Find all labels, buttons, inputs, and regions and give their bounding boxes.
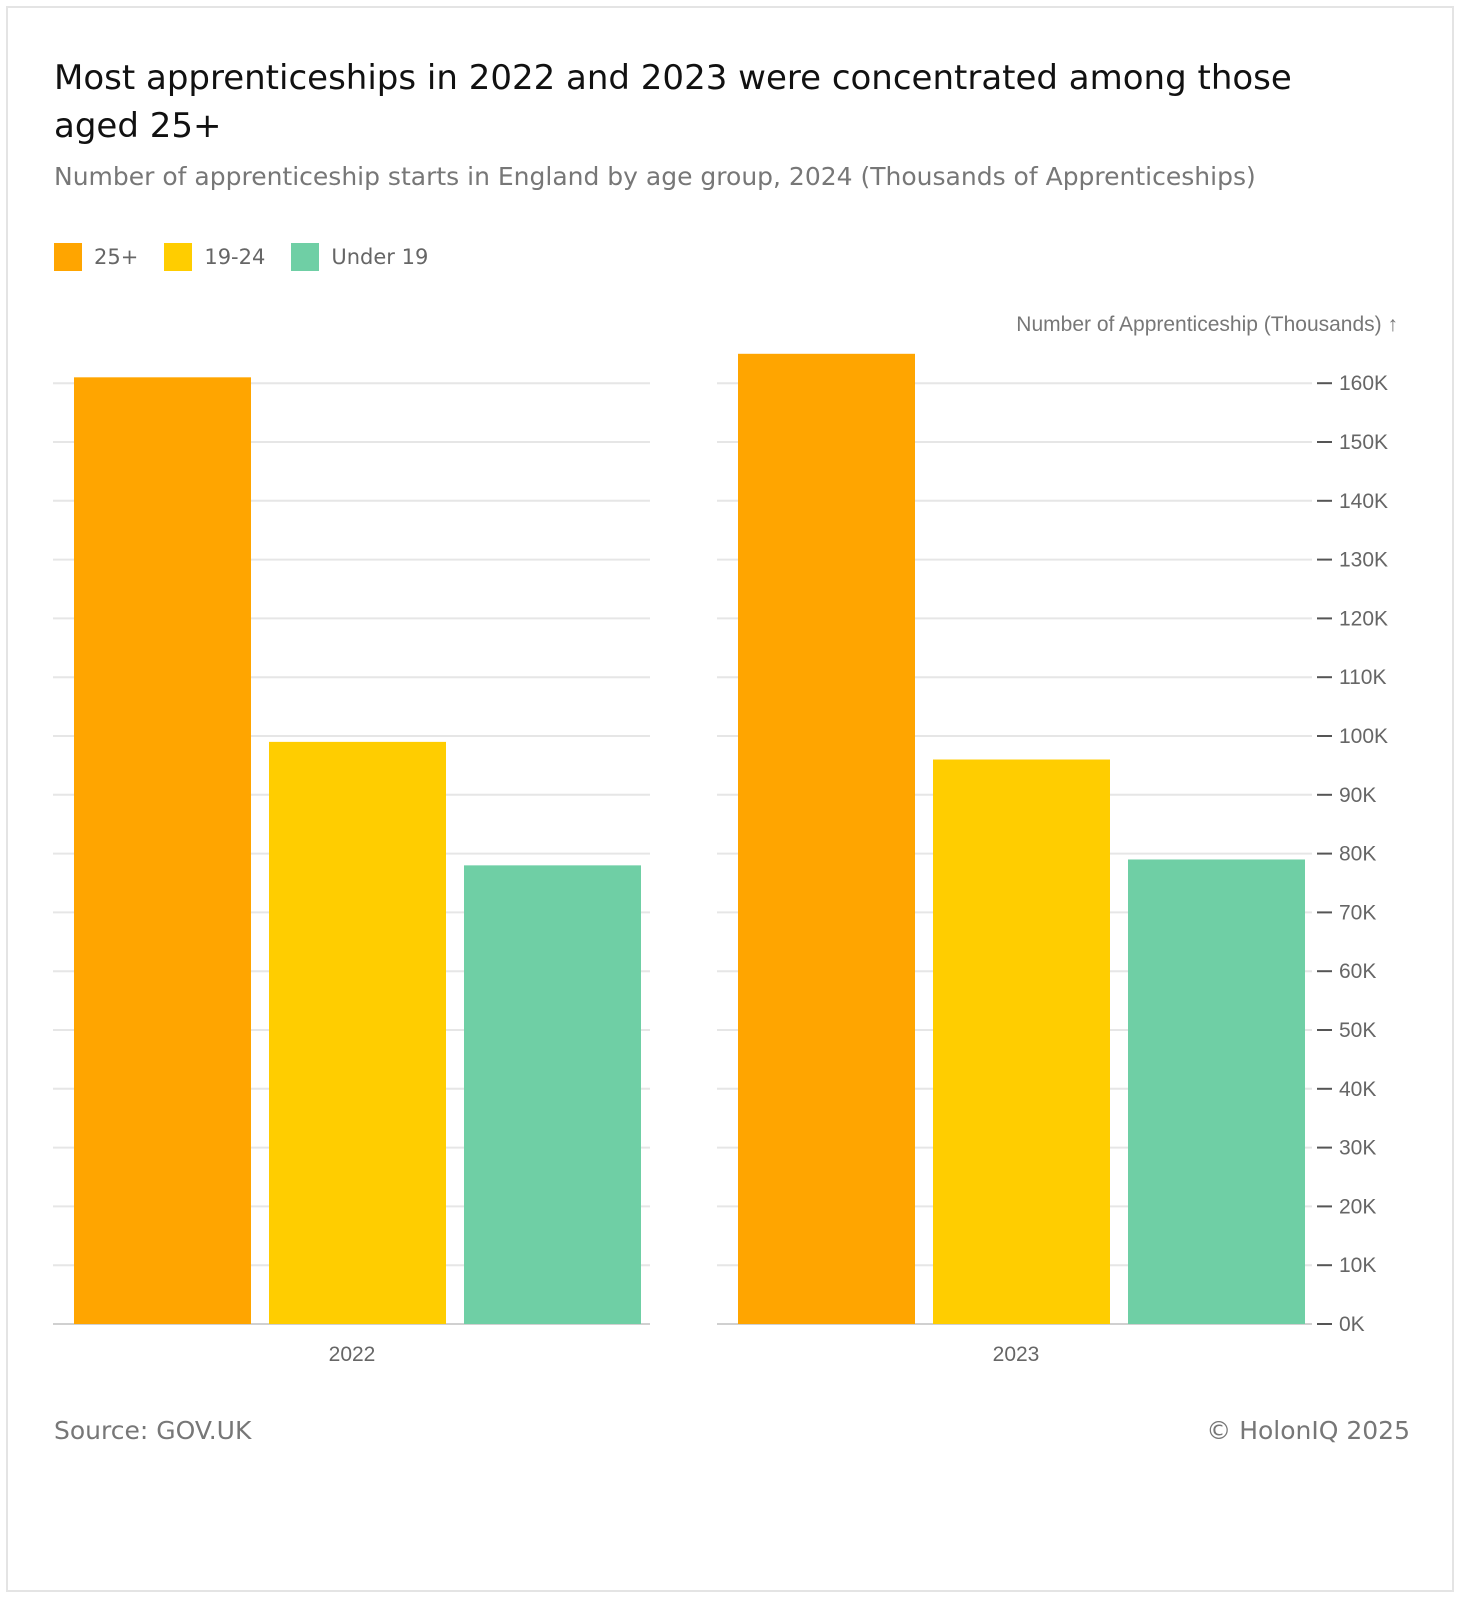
y-tick-label-14: 140K bbox=[1339, 490, 1388, 513]
y-tick-label-7: 70K bbox=[1339, 901, 1376, 924]
y-tick-label-3: 30K bbox=[1339, 1137, 1376, 1160]
legend-item-25-plus[interactable]: 25+ bbox=[54, 243, 138, 271]
copyright-note: © HolonIQ 2025 bbox=[1206, 1416, 1410, 1445]
y-tick-label-13: 130K bbox=[1339, 549, 1388, 572]
y-tick-label-0: 0K bbox=[1339, 1313, 1365, 1336]
y-tick-label-1: 10K bbox=[1339, 1254, 1376, 1277]
legend-swatch-under-19 bbox=[291, 243, 320, 271]
y-tick-label-11: 110K bbox=[1339, 666, 1387, 689]
x-tick-label-2022: 2022 bbox=[329, 1343, 376, 1366]
legend-item-under-19[interactable]: Under 19 bbox=[291, 243, 428, 271]
bar-2022-under-19[interactable] bbox=[464, 865, 641, 1324]
legend-swatch-19-24 bbox=[164, 243, 193, 271]
y-tick-label-9: 90K bbox=[1339, 784, 1376, 807]
y-axis-label: Number of Apprenticeship (Thousands) ↑ bbox=[1016, 313, 1398, 336]
y-tick-label-2: 20K bbox=[1339, 1195, 1376, 1218]
y-tick-label-8: 80K bbox=[1339, 843, 1376, 866]
y-tick-label-5: 50K bbox=[1339, 1019, 1376, 1042]
source-note: Source: GOV.UK bbox=[54, 1416, 252, 1445]
bar-2023-25-[interactable] bbox=[738, 353, 915, 1324]
bars bbox=[74, 353, 1305, 1324]
y-tick-label-12: 120K bbox=[1339, 607, 1388, 630]
legend-label-under-19: Under 19 bbox=[331, 245, 429, 269]
bar-2022-19-24[interactable] bbox=[269, 741, 446, 1324]
y-tick-label-10: 100K bbox=[1339, 725, 1388, 748]
x-tick-label-2023: 2023 bbox=[993, 1343, 1040, 1366]
legend: 25+ 19-24 Under 19 bbox=[54, 243, 454, 271]
legend-label-25-plus: 25+ bbox=[94, 245, 139, 269]
chart-frame bbox=[6, 6, 1454, 1592]
y-tick-label-4: 40K bbox=[1339, 1078, 1376, 1101]
legend-swatch-25-plus bbox=[54, 243, 82, 271]
bar-2023-under-19[interactable] bbox=[1128, 859, 1305, 1324]
legend-label-19-24: 19-24 bbox=[204, 245, 266, 269]
x-axis-labels: 2022 2023 bbox=[329, 1343, 1040, 1366]
y-axis: 0K 10K 20K 30K 40K 50K 60K 70K 80K 90K 100K 110K 120… bbox=[1317, 372, 1388, 1336]
y-tick-label-6: 60K bbox=[1339, 960, 1376, 983]
bar-2022-25-[interactable] bbox=[74, 377, 251, 1324]
y-tick-label-16: 160K bbox=[1339, 372, 1388, 395]
chart-title: Most apprenticeships in 2022 and 2023 we… bbox=[54, 58, 1292, 146]
legend-item-19-24[interactable]: 19-24 bbox=[164, 243, 265, 271]
y-tick-label-15: 150K bbox=[1339, 431, 1388, 454]
bar-2023-19-24[interactable] bbox=[933, 759, 1110, 1324]
chart-subtitle: Number of apprenticeship starts in Engla… bbox=[54, 162, 1256, 191]
bar-chart: 0K 10K 20K 30K 40K 50K 60K 70K 80K 90K 100K 110K 120… bbox=[53, 313, 1398, 1366]
